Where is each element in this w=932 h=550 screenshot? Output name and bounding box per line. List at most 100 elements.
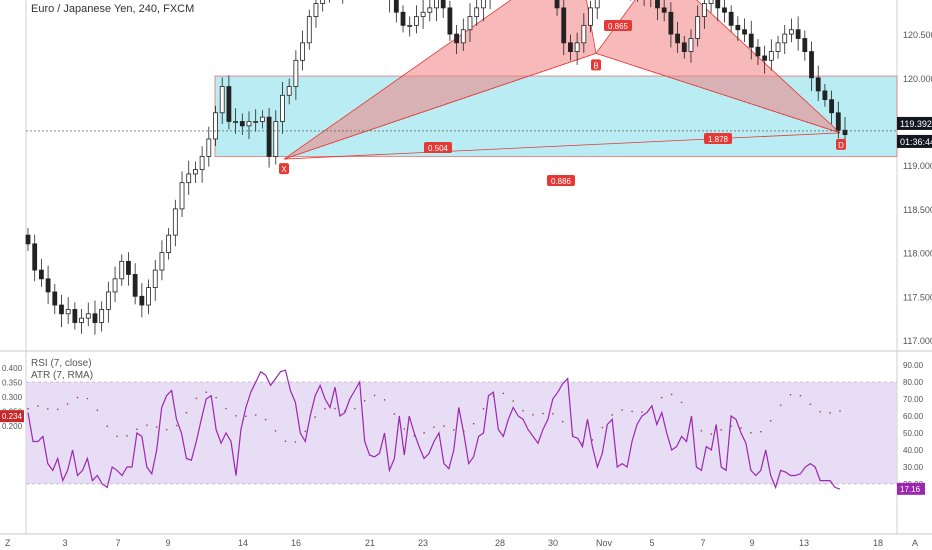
candle-up	[427, 7, 433, 13]
ratio-label: 0.865	[608, 22, 629, 31]
candle-up	[588, 7, 593, 26]
atr-dot	[769, 420, 772, 422]
candle-down	[239, 121, 245, 127]
atr-dot	[561, 420, 564, 423]
atr-dot	[730, 425, 732, 427]
candle-down	[38, 269, 44, 280]
atr-dot	[641, 411, 643, 413]
atr-dot	[165, 428, 168, 431]
candle-up	[213, 112, 218, 140]
price-tick-label: 117.500	[903, 292, 932, 302]
candle-up	[407, 24, 413, 27]
candle-up	[119, 260, 125, 280]
candle-up	[146, 287, 151, 306]
pattern-line-bd	[595, 52, 841, 134]
candle-up	[701, 3, 707, 18]
atr-dot	[502, 392, 505, 395]
atr-dot	[86, 397, 89, 400]
ratio-label: 0.886	[551, 177, 572, 186]
candle-down	[454, 33, 459, 44]
ratio-label: 1.878	[708, 135, 729, 144]
time-tick-label: 30	[548, 538, 558, 548]
atr-dot	[126, 435, 128, 437]
atr-dot	[116, 435, 118, 438]
candle-down	[842, 129, 848, 136]
time-tick-label: 7	[115, 538, 120, 548]
candle-down	[829, 99, 835, 114]
candle-up	[434, 0, 439, 9]
atr-dot	[47, 408, 49, 410]
last-price-tag	[897, 116, 932, 130]
pattern-point-b: B	[593, 61, 598, 70]
pattern-point-x-badge	[279, 163, 289, 175]
atr-dot	[680, 401, 683, 404]
time-tick-label: 18	[873, 538, 883, 548]
candle-up	[313, 3, 319, 18]
atr-dot	[363, 400, 366, 402]
atr-dot	[136, 428, 138, 431]
candle-up	[789, 29, 794, 35]
atr-dot	[344, 410, 346, 412]
candle-down	[815, 77, 821, 92]
candle-up	[105, 291, 111, 310]
atr-dot	[254, 414, 257, 416]
candle-down	[400, 11, 406, 26]
atr-dot	[700, 429, 703, 432]
atr-dot	[690, 417, 693, 419]
atr-dot	[403, 428, 406, 430]
atr-dot	[829, 412, 831, 414]
candle-up	[768, 51, 774, 61]
candle-up	[172, 208, 178, 236]
atr-dot	[205, 391, 208, 393]
candle-up	[306, 16, 312, 44]
auto-scale-label: A	[912, 538, 918, 548]
atr-dot	[106, 425, 109, 427]
zoom-corner-label: Z	[5, 538, 11, 548]
price-tick-label: 118.500	[903, 205, 932, 215]
countdown-tag	[897, 134, 932, 148]
atr-dot	[304, 430, 307, 433]
rsi-tick-label: 30.00	[903, 463, 924, 472]
atr-dot	[294, 441, 297, 443]
atr-dot	[462, 430, 465, 433]
candle-up	[420, 11, 426, 18]
atr-tick-label: 0.400	[2, 364, 23, 373]
candle-up	[574, 42, 580, 52]
rsi-tick-label: 70.00	[903, 395, 924, 404]
candle-up	[320, 0, 326, 4]
pattern-point-d: D	[838, 141, 844, 150]
candle-up	[99, 309, 105, 323]
atr-dot	[27, 407, 29, 410]
time-tick-label: 16	[291, 538, 301, 548]
atr-dot	[56, 408, 59, 411]
candle-up	[594, 0, 600, 9]
ratio-badge	[424, 142, 452, 153]
candle-down	[447, 7, 453, 35]
atr-dot	[571, 433, 574, 436]
atr-dot	[591, 439, 594, 441]
candle-up	[775, 42, 781, 52]
atr-dot	[324, 407, 326, 410]
atr-dot	[175, 424, 178, 427]
rsi-tick-label: 80.00	[903, 378, 924, 387]
candle-up	[85, 313, 91, 319]
rsi-tick-label: 90.00	[903, 361, 924, 370]
candle-down	[748, 33, 754, 48]
time-tick-label: 23	[418, 538, 428, 548]
atr-dot	[740, 427, 742, 429]
candle-down	[795, 29, 801, 39]
candle-down	[735, 24, 741, 31]
atr-dot	[37, 405, 39, 407]
atr-dot	[710, 433, 713, 435]
countdown-value: 01:36:44	[900, 137, 932, 147]
pattern-point-x: X	[281, 165, 287, 174]
candle-up	[280, 94, 285, 122]
candle-down	[681, 42, 687, 52]
candle-up	[467, 16, 473, 31]
candle-up	[206, 138, 212, 157]
atr-dot	[660, 396, 663, 399]
candle-down	[742, 29, 747, 35]
candle-down	[226, 86, 232, 122]
rsi-value-tag	[897, 482, 925, 495]
